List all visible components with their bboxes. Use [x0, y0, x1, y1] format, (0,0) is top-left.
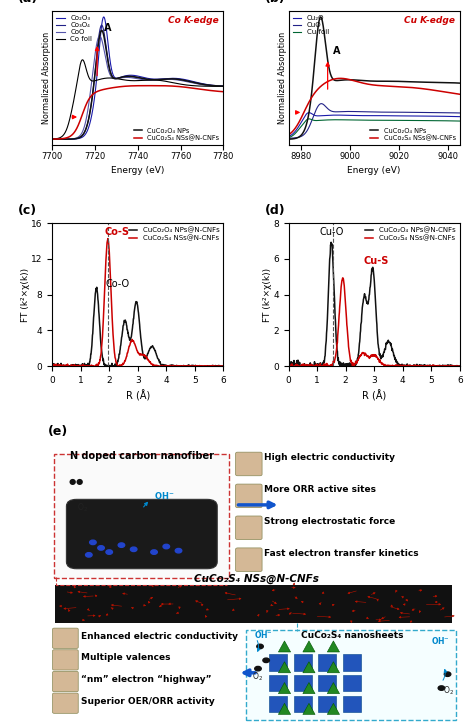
Circle shape: [263, 658, 269, 663]
FancyBboxPatch shape: [294, 675, 312, 692]
Text: O$_2$: O$_2$: [77, 502, 88, 514]
Legend: CuCo₂O₄ NPs, CuCo₂S₄ NSs@N-CNFs: CuCo₂O₄ NPs, CuCo₂S₄ NSs@N-CNFs: [133, 127, 220, 142]
FancyBboxPatch shape: [343, 654, 361, 671]
Polygon shape: [327, 662, 339, 673]
Circle shape: [151, 550, 157, 555]
X-axis label: Energy (eV): Energy (eV): [111, 166, 164, 175]
Text: Co K-edge: Co K-edge: [167, 16, 219, 25]
FancyBboxPatch shape: [269, 696, 287, 712]
Text: More ORR active sites: More ORR active sites: [264, 485, 376, 494]
Text: Co-O: Co-O: [105, 279, 129, 289]
Polygon shape: [278, 682, 291, 694]
FancyBboxPatch shape: [294, 696, 312, 712]
Text: CuCo₂S₄ NSs@N-CNFs: CuCo₂S₄ NSs@N-CNFs: [193, 573, 319, 584]
Circle shape: [86, 552, 92, 557]
Text: Multiple valences: Multiple valences: [82, 653, 171, 663]
FancyBboxPatch shape: [319, 696, 336, 712]
Text: Superior OER/ORR activity: Superior OER/ORR activity: [82, 697, 215, 705]
Polygon shape: [278, 703, 291, 714]
Polygon shape: [327, 682, 339, 694]
Legend: CuCo₂O₄ NPs, CuCo₂S₄ NSs@N-CNFs: CuCo₂O₄ NPs, CuCo₂S₄ NSs@N-CNFs: [370, 127, 456, 142]
Text: O$_2$: O$_2$: [252, 671, 263, 683]
Text: A: A: [333, 46, 340, 57]
FancyBboxPatch shape: [236, 548, 262, 571]
Circle shape: [130, 547, 137, 552]
Circle shape: [106, 550, 112, 555]
FancyBboxPatch shape: [319, 675, 336, 692]
Text: “nm” electron “highway”: “nm” electron “highway”: [82, 675, 212, 684]
FancyBboxPatch shape: [53, 650, 78, 670]
Polygon shape: [303, 662, 315, 673]
Circle shape: [163, 544, 170, 549]
Text: OH$^{-}$: OH$^{-}$: [431, 634, 450, 646]
Text: OH$^{-}$: OH$^{-}$: [254, 629, 273, 640]
Text: (a): (a): [18, 0, 38, 6]
Y-axis label: Normalized Absorption: Normalized Absorption: [42, 32, 51, 124]
FancyBboxPatch shape: [53, 693, 78, 713]
Text: (e): (e): [48, 426, 68, 439]
Circle shape: [255, 666, 261, 671]
FancyBboxPatch shape: [236, 516, 262, 539]
FancyBboxPatch shape: [343, 675, 361, 692]
Text: O$_2$: O$_2$: [444, 684, 455, 697]
Text: (c): (c): [18, 204, 37, 218]
FancyBboxPatch shape: [236, 452, 262, 476]
FancyBboxPatch shape: [269, 675, 287, 692]
Legend: CuCo₂O₄ NPs@N-CNFs, CuCo₂S₄ NSs@N-CNFs: CuCo₂O₄ NPs@N-CNFs, CuCo₂S₄ NSs@N-CNFs: [128, 226, 220, 242]
FancyBboxPatch shape: [319, 654, 336, 671]
Text: Cu-O: Cu-O: [319, 228, 344, 237]
FancyBboxPatch shape: [294, 654, 312, 671]
Legend: CuCo₂O₄ NPs@N-CNFs, CuCo₂S₄ NSs@N-CNFs: CuCo₂O₄ NPs@N-CNFs, CuCo₂S₄ NSs@N-CNFs: [365, 226, 456, 242]
Circle shape: [444, 672, 451, 676]
Text: CuCo₂S₄ nanosheets: CuCo₂S₄ nanosheets: [301, 631, 403, 640]
Y-axis label: FT (k²×χ(k)): FT (k²×χ(k)): [263, 268, 272, 322]
Text: N doped carbon nanofiber: N doped carbon nanofiber: [70, 451, 214, 461]
Text: Fast electron transfer kinetics: Fast electron transfer kinetics: [264, 549, 419, 558]
FancyBboxPatch shape: [343, 696, 361, 712]
X-axis label: R (Å): R (Å): [126, 390, 150, 402]
Polygon shape: [327, 703, 339, 714]
Polygon shape: [303, 703, 315, 714]
Text: $●●$: $●●$: [68, 476, 85, 487]
Polygon shape: [278, 662, 291, 673]
Text: High electric conductivity: High electric conductivity: [264, 453, 395, 462]
FancyBboxPatch shape: [53, 628, 78, 648]
X-axis label: Energy (eV): Energy (eV): [347, 166, 401, 175]
Circle shape: [90, 540, 96, 544]
Circle shape: [175, 549, 182, 553]
Circle shape: [98, 546, 104, 550]
FancyBboxPatch shape: [66, 500, 217, 568]
Text: (d): (d): [264, 204, 285, 218]
Polygon shape: [303, 641, 315, 652]
Text: (b): (b): [264, 0, 285, 6]
Y-axis label: Normalized Absorption: Normalized Absorption: [278, 32, 287, 124]
FancyBboxPatch shape: [55, 585, 453, 624]
Text: Co-S: Co-S: [104, 228, 129, 237]
FancyBboxPatch shape: [53, 671, 78, 692]
Text: Strong electrostatic force: Strong electrostatic force: [264, 517, 395, 526]
Text: Cu K-edge: Cu K-edge: [404, 16, 455, 25]
Circle shape: [118, 543, 125, 547]
Polygon shape: [278, 641, 291, 652]
Circle shape: [438, 686, 445, 690]
Text: Cu-S: Cu-S: [364, 256, 389, 266]
FancyBboxPatch shape: [54, 454, 229, 579]
Polygon shape: [303, 682, 315, 694]
Y-axis label: FT (k²×χ(k)): FT (k²×χ(k)): [20, 268, 29, 322]
Text: Enhanced electric conductivity: Enhanced electric conductivity: [82, 631, 238, 641]
FancyBboxPatch shape: [269, 654, 287, 671]
Text: A: A: [103, 23, 111, 33]
FancyBboxPatch shape: [246, 630, 456, 720]
Circle shape: [257, 645, 263, 649]
Text: OH$^{-}$: OH$^{-}$: [154, 490, 174, 502]
X-axis label: R (Å): R (Å): [362, 390, 386, 402]
Polygon shape: [327, 641, 339, 652]
FancyBboxPatch shape: [236, 484, 262, 507]
